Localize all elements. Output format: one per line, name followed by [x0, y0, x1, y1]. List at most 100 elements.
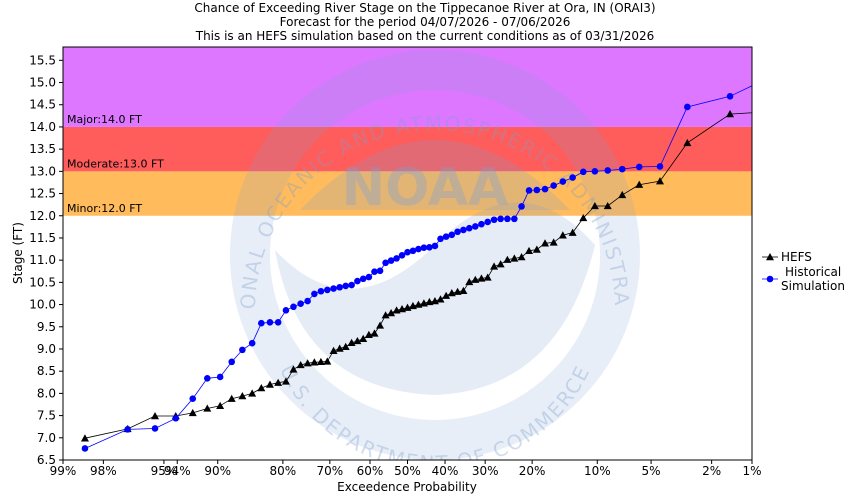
data-point-historical-simulation — [382, 259, 389, 267]
data-point-historical-simulation — [618, 165, 626, 173]
x-tick-label: 20% — [519, 464, 546, 478]
band-major — [63, 47, 752, 127]
data-point-historical-simulation — [297, 300, 304, 307]
data-point-hefs — [510, 254, 519, 262]
data-point-hefs — [603, 201, 612, 210]
data-point-historical-simulation — [398, 251, 406, 259]
chart-title-line-1: Chance of Exceeding River Stage on the T… — [194, 1, 655, 15]
data-point-hefs — [303, 359, 312, 367]
y-tick-label: 12.5 — [29, 187, 56, 201]
data-point-historical-simulation — [330, 285, 337, 292]
data-point-hefs — [549, 238, 558, 246]
chart-title-line-3: This is an HEFS simulation based on the … — [195, 29, 655, 43]
data-point-historical-simulation — [466, 224, 473, 232]
data-point-historical-simulation — [478, 220, 485, 228]
x-tick-label: 30% — [472, 464, 499, 478]
data-point-hefs — [257, 384, 266, 392]
data-point-historical-simulation — [354, 277, 361, 285]
data-point-historical-simulation — [454, 228, 461, 236]
data-point-historical-simulation — [359, 275, 367, 283]
data-point-historical-simulation — [317, 287, 325, 295]
x-tick-label: 95% — [151, 464, 178, 478]
band-label-moderate: Moderate:13.0 FT — [67, 157, 164, 170]
data-point-historical-simulation — [348, 281, 355, 289]
legend-item-historical-simulation: Historical Simulation — [762, 265, 845, 293]
data-point-historical-simulation — [437, 235, 444, 243]
y-tick-label: 12.0 — [29, 209, 56, 223]
data-point-hefs — [376, 321, 385, 329]
data-point-hefs — [477, 274, 486, 282]
y-tick-label: 7.0 — [37, 431, 56, 445]
data-point-hefs — [635, 180, 644, 188]
y-tick-label: 14.0 — [29, 120, 56, 134]
data-point-hefs — [525, 246, 534, 255]
legend-label-historical-simulation: Historical Simulation — [781, 265, 845, 293]
data-point-hefs — [459, 286, 468, 295]
data-point-hefs — [503, 255, 512, 263]
x-tick-label: 99% — [50, 464, 77, 478]
data-point-hefs — [227, 394, 236, 402]
data-point-historical-simulation — [376, 267, 384, 275]
data-point-hefs — [316, 357, 325, 366]
data-point-hefs — [341, 342, 350, 350]
data-point-hefs — [359, 334, 368, 342]
data-point-hefs — [274, 378, 283, 386]
data-point-hefs — [425, 297, 434, 306]
data-point-hefs — [281, 377, 290, 385]
data-point-historical-simulation — [274, 319, 282, 326]
data-point-hefs — [465, 277, 474, 286]
data-point-hefs — [655, 177, 664, 185]
data-point-historical-simulation — [786, 65, 793, 72]
y-tick-label: 15.0 — [29, 76, 56, 90]
data-point-historical-simulation — [591, 168, 599, 175]
x-tick-label: 5% — [642, 464, 661, 478]
watermark-top-lobe — [300, 140, 570, 210]
x-axis-label: Exceedence Probability — [337, 480, 477, 494]
flood-band-labels: Minor:12.0 FT Moderate:13.0 FT Major:14.0 … — [67, 113, 164, 215]
band-label-major: Major:14.0 FT — [67, 113, 142, 126]
data-point-historical-simulation — [172, 414, 180, 422]
series-hefs — [80, 110, 752, 442]
legend-marker-hefs — [766, 253, 774, 261]
data-point-hefs — [151, 412, 160, 420]
data-point-historical-simulation — [387, 257, 395, 264]
data-point-hefs — [310, 358, 319, 366]
x-axis: 99% 98% 95%94% 90% 80% 70% 60% 50% 40% 30% 20% 10% 5… — [50, 460, 762, 478]
y-tick-label: 14.5 — [29, 98, 56, 112]
data-point-historical-simulation — [490, 216, 498, 224]
data-point-historical-simulation — [151, 425, 159, 432]
data-point-historical-simulation — [604, 167, 612, 174]
data-point-historical-simulation — [248, 339, 256, 347]
data-point-hefs — [353, 336, 362, 345]
x-tick-label: 40% — [432, 464, 459, 478]
y-tick-label: 11.5 — [29, 231, 56, 245]
data-point-historical-simulation — [258, 319, 265, 327]
data-point-historical-simulation — [304, 297, 311, 305]
data-point-historical-simulation — [290, 303, 297, 311]
data-point-historical-simulation — [472, 223, 479, 230]
data-point-historical-simulation — [365, 273, 373, 281]
y-tick-label: 15.5 — [29, 53, 56, 67]
y-tick-label: 8.0 — [37, 386, 56, 400]
flood-bands — [63, 47, 752, 216]
y-tick-label: 7.5 — [37, 409, 56, 423]
data-point-hefs — [490, 262, 499, 270]
data-point-historical-simulation — [371, 268, 378, 276]
y-tick-label: 13.5 — [29, 142, 56, 156]
band-moderate — [63, 126, 752, 172]
data-point-historical-simulation — [497, 215, 504, 223]
x-tick-label: 1% — [742, 464, 761, 478]
data-point-historical-simulation — [726, 92, 734, 100]
x-tick-label: 98% — [90, 464, 117, 478]
data-point-hefs — [618, 190, 627, 199]
data-point-historical-simulation — [404, 248, 411, 256]
y-tick-label: 10.5 — [29, 275, 56, 289]
data-point-historical-simulation — [431, 242, 439, 250]
series-layer — [80, 65, 793, 452]
data-point-historical-simulation — [460, 226, 467, 234]
x-tick-label: 94% — [164, 464, 191, 478]
y-tick-label: 10.0 — [29, 298, 56, 312]
legend-marker-historical-simulation — [766, 275, 774, 283]
data-point-historical-simulation — [533, 186, 541, 194]
data-point-historical-simulation — [420, 244, 428, 252]
